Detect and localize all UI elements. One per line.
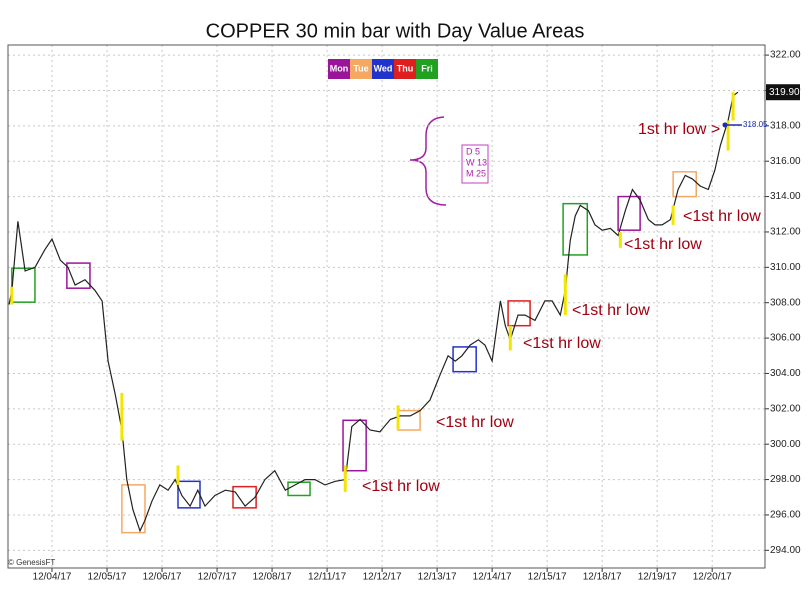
level-dot — [722, 122, 728, 128]
y-tick-label: 294.00 — [770, 545, 801, 556]
annotation: <1st hr low — [436, 414, 514, 431]
plot-frame — [7, 44, 766, 569]
y-tick-label: 322.00 — [770, 50, 801, 61]
y-tick-label: 312.00 — [770, 227, 801, 238]
annotation: <1st hr low — [572, 302, 650, 319]
annotation: <1st hr low — [683, 208, 761, 225]
x-tick-label: 12/19/17 — [638, 572, 677, 583]
value-area — [507, 300, 531, 327]
y-tick-label: 308.00 — [770, 297, 801, 308]
brace — [409, 116, 447, 206]
y-tick-label: 298.00 — [770, 474, 801, 485]
annotation: <1st hr low — [362, 478, 440, 495]
x-tick-label: 12/08/17 — [253, 572, 292, 583]
source: © GenesisFT — [8, 558, 55, 567]
y-tick-label: 316.00 — [770, 156, 801, 167]
y-tick-label: 304.00 — [770, 368, 801, 379]
y-tick-label: 306.00 — [770, 333, 801, 344]
level-label: 318.05 — [743, 120, 768, 129]
legend-swatch — [328, 59, 350, 79]
chart-title: COPPER 30 min bar with Day Value Areas — [206, 20, 585, 42]
x-tick-label: 12/20/17 — [693, 572, 732, 583]
value-area — [232, 485, 257, 509]
legend-swatch — [350, 59, 372, 79]
x-tick-label: 12/07/17 — [198, 572, 237, 583]
note-text: D 5 — [466, 146, 480, 156]
annotation: <1st hr low — [523, 335, 601, 352]
x-tick-label: 12/04/17 — [33, 572, 72, 583]
value-area — [562, 202, 589, 256]
x-tick-label: 12/11/17 — [308, 572, 347, 583]
legend-label: Fri — [421, 63, 433, 73]
value-area — [121, 484, 146, 534]
legend-label: Tue — [353, 63, 368, 73]
legend-swatch — [372, 59, 394, 79]
value-area — [672, 171, 697, 198]
legend-swatch — [394, 59, 416, 79]
value-area — [342, 419, 367, 472]
y-tick-label: 314.00 — [770, 191, 801, 202]
note-text: W 13 — [466, 157, 487, 167]
price-line — [8, 91, 739, 533]
annotation: <1st hr low — [624, 236, 702, 253]
note-box — [461, 144, 489, 184]
x-tick-label: 12/12/17 — [363, 572, 402, 583]
y-tick-label: 318.00 — [770, 120, 801, 131]
last-price-label: 319.90 — [769, 87, 800, 98]
y-tick-label: 300.00 — [770, 439, 801, 450]
legend-label: Wed — [374, 63, 393, 73]
x-tick-label: 12/13/17 — [418, 572, 457, 583]
x-tick-label: 12/15/17 — [528, 572, 567, 583]
x-tick-label: 12/05/17 — [88, 572, 127, 583]
x-tick-label: 12/14/17 — [473, 572, 512, 583]
value-area — [66, 262, 91, 289]
legend-swatch — [416, 59, 438, 79]
y-tick-label: 310.00 — [770, 262, 801, 273]
x-tick-label: 12/18/17 — [583, 572, 622, 583]
note-text: M 25 — [466, 168, 486, 178]
y-tick-label: 296.00 — [770, 510, 801, 521]
value-area — [617, 195, 641, 231]
x-tick-label: 12/06/17 — [143, 572, 182, 583]
y-tick-label: 302.00 — [770, 403, 801, 414]
last-price-tag — [766, 84, 800, 101]
legend-label: Mon — [330, 63, 349, 73]
annotation: 1st hr low > — [638, 121, 720, 138]
legend-label: Thu — [397, 63, 414, 73]
